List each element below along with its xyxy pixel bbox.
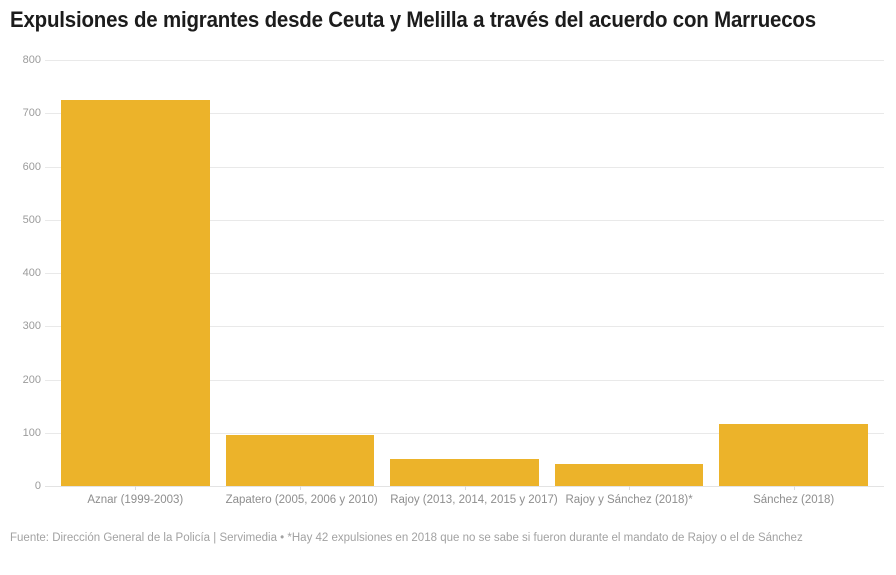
x-tick-1 [135,486,137,490]
y-tick-label-0: 0 [34,480,41,492]
source-note: Fuente: Dirección General de la Policía … [10,532,803,544]
category-label-4: Rajoy y Sánchez (2018)* [565,494,693,506]
category-label-5: Sánchez (2018) [753,494,835,506]
x-tick-2 [299,486,301,490]
gridline-500 [45,219,884,221]
bars-group [61,60,868,486]
bar-5 [719,424,868,486]
gridline-400 [45,273,884,274]
category-label-1: Aznar (1999-2003) [87,494,184,506]
bar-3 [390,458,539,486]
bar-2 [225,435,375,486]
x-axis-labels: Aznar (1999-2003) Zapatero (2005, 2006 y … [61,493,868,508]
gridline-600 [45,166,884,168]
gridline-800 [45,60,884,61]
y-tick-label-400: 400 [22,267,41,279]
gridline-300 [45,326,884,328]
gridline-100 [45,432,884,434]
x-tick-4 [629,486,631,490]
bar-1 [61,99,210,486]
y-tick-label-700: 700 [22,107,41,120]
chart-title: Expulsiones de migrantes desde Ceuta y M… [10,7,816,32]
x-tick-3 [464,486,466,490]
y-tick-label-100: 100 [22,426,41,439]
y-tick-label-500: 500 [22,213,41,226]
y-tick-label-300: 300 [22,320,41,333]
gridline-700 [45,113,884,115]
category-label-3: Rajoy (2013, 2014, 2015 y 2017) [390,494,558,506]
y-tick-label-600: 600 [22,160,41,173]
bar-4 [554,463,704,486]
category-label-2: Zapatero (2005, 2006 y 2010) [225,494,378,506]
gridline-200 [45,379,884,381]
x-tick-5 [793,486,795,490]
y-tick-label-800: 800 [22,54,41,66]
y-tick-label-200: 200 [22,373,41,386]
